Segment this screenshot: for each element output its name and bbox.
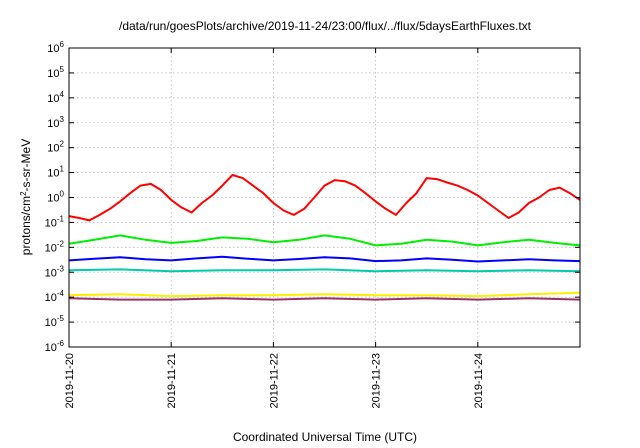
y-tick-exponent: 0 (60, 190, 65, 199)
y-label-post: -s-sr-MeV (19, 139, 33, 192)
y-tick-label: 10-3 (45, 264, 65, 279)
y-tick-label: 100 (47, 190, 64, 205)
series-line-4 (68, 268, 581, 273)
y-tick-base: 10 (47, 193, 59, 205)
y-tick-label: 10-4 (45, 289, 65, 304)
series-line-3 (68, 255, 581, 263)
y-tick-label: 104 (47, 90, 64, 105)
y-axis-label: protons/cm2-s-sr-MeV (19, 139, 33, 255)
y-tick-label: 106 (47, 40, 64, 55)
y-tick-base: 10 (47, 118, 59, 130)
y-label-sup: 2 (19, 191, 28, 196)
x-axis-label: Coordinated Universal Time (UTC) (233, 430, 417, 444)
y-tick-exponent: -6 (57, 339, 65, 348)
y-tick-exponent: 2 (60, 140, 65, 149)
y-tick-exponent: 3 (60, 115, 65, 124)
y-tick-label: 10-1 (45, 214, 65, 229)
series-layer (68, 174, 581, 301)
y-tick-base: 10 (47, 68, 59, 80)
grid (69, 48, 580, 347)
series-line-2 (68, 234, 581, 247)
y-tick-base: 10 (45, 217, 57, 229)
y-tick-exponent: 4 (60, 90, 65, 99)
y-tick-exponent: -3 (57, 264, 65, 273)
x-tick-label: 2019-11-21 (166, 353, 178, 408)
y-tick-base: 10 (45, 292, 57, 304)
y-tick-label: 101 (47, 165, 64, 180)
y-tick-base: 10 (45, 342, 57, 354)
y-tick-exponent: -4 (57, 289, 65, 298)
series-line-5 (68, 291, 581, 298)
series-line-1 (68, 174, 581, 222)
ticks: 10-610-510-410-310-210-11001011021031041… (45, 40, 580, 408)
y-tick-label: 10-5 (45, 314, 65, 329)
chart-title: /data/run/goesPlots/archive/2019-11-24/2… (119, 19, 532, 33)
x-tick-label: 2019-11-24 (473, 353, 485, 408)
y-tick-base: 10 (45, 267, 57, 279)
y-tick-exponent: -1 (57, 214, 65, 223)
y-tick-label: 10-2 (45, 239, 65, 254)
x-tick-label: 2019-11-22 (268, 353, 280, 408)
y-label-pre: protons/cm (19, 196, 33, 255)
y-tick-base: 10 (47, 93, 59, 105)
y-tick-base: 10 (45, 242, 57, 254)
y-tick-exponent: -2 (57, 239, 65, 248)
y-tick-exponent: 5 (60, 65, 65, 74)
y-tick-exponent: 1 (60, 165, 65, 174)
series-line-6 (68, 297, 581, 301)
x-tick-label: 2019-11-23 (371, 353, 383, 408)
y-tick-base: 10 (47, 43, 59, 55)
y-tick-label: 10-6 (45, 339, 65, 354)
y-tick-label: 103 (47, 115, 64, 130)
y-tick-base: 10 (45, 317, 57, 329)
y-tick-base: 10 (47, 143, 59, 155)
y-tick-label: 102 (47, 140, 64, 155)
plot-frame (68, 47, 581, 348)
y-tick-base: 10 (47, 168, 59, 180)
y-tick-label: 105 (47, 65, 64, 80)
y-tick-exponent: 6 (60, 40, 65, 49)
x-tick-label: 2019-11-20 (64, 353, 76, 408)
y-tick-exponent: -5 (57, 314, 65, 323)
